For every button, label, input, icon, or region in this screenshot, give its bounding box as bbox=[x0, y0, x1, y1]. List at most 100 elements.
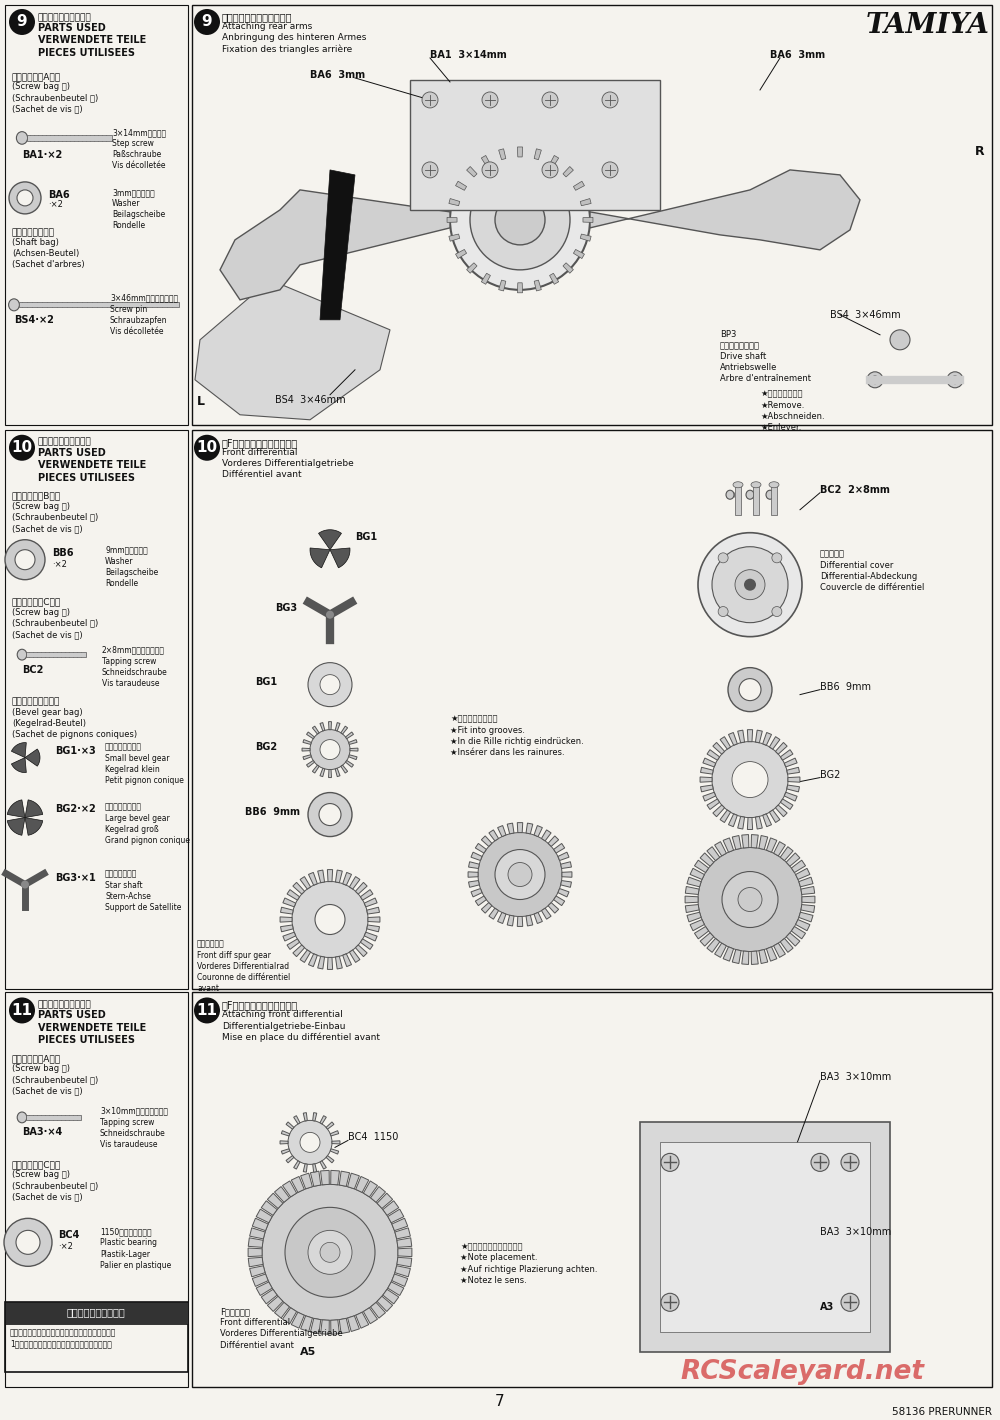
Polygon shape bbox=[780, 939, 793, 953]
Polygon shape bbox=[392, 1218, 408, 1231]
Polygon shape bbox=[481, 273, 490, 284]
Polygon shape bbox=[348, 1173, 359, 1189]
Bar bbox=[19, 302, 179, 307]
Text: (Screw bag Ⓑ)
(Schraubenbeutel Ⓑ)
(Sachet de vis Ⓑ): (Screw bag Ⓑ) (Schraubenbeutel Ⓑ) (Sache… bbox=[12, 501, 98, 532]
Text: （リヤアームの取り付け）: （リヤアームの取り付け） bbox=[222, 11, 292, 21]
Polygon shape bbox=[363, 1181, 378, 1197]
Ellipse shape bbox=[16, 132, 28, 145]
Polygon shape bbox=[780, 846, 793, 861]
Polygon shape bbox=[377, 1296, 393, 1312]
Text: BS4  3×46mm: BS4 3×46mm bbox=[830, 310, 901, 320]
Circle shape bbox=[326, 611, 334, 619]
Polygon shape bbox=[319, 530, 341, 550]
Polygon shape bbox=[312, 726, 319, 734]
Circle shape bbox=[871, 376, 879, 383]
Polygon shape bbox=[687, 912, 701, 922]
Polygon shape bbox=[541, 909, 551, 919]
Polygon shape bbox=[291, 1312, 304, 1328]
Polygon shape bbox=[261, 1201, 277, 1216]
Text: 3×46mmスクリューピン
Screw pin
Schraubzapfen
Vis décolletée: 3×46mmスクリューピン Screw pin Schraubzapfen Vi… bbox=[110, 294, 178, 337]
Text: A3: A3 bbox=[820, 1302, 834, 1312]
Polygon shape bbox=[780, 750, 793, 760]
Polygon shape bbox=[747, 818, 753, 829]
Circle shape bbox=[16, 1230, 40, 1254]
Polygon shape bbox=[335, 768, 340, 777]
Polygon shape bbox=[294, 1116, 300, 1125]
Circle shape bbox=[308, 663, 352, 707]
Polygon shape bbox=[700, 777, 712, 782]
Circle shape bbox=[308, 1230, 352, 1274]
Polygon shape bbox=[287, 889, 300, 900]
Polygon shape bbox=[558, 889, 569, 897]
Polygon shape bbox=[377, 1193, 393, 1208]
Polygon shape bbox=[11, 758, 26, 772]
Polygon shape bbox=[766, 838, 777, 852]
Polygon shape bbox=[25, 799, 43, 818]
Polygon shape bbox=[703, 758, 716, 767]
Polygon shape bbox=[330, 548, 350, 568]
Polygon shape bbox=[267, 1296, 283, 1312]
Circle shape bbox=[661, 1153, 679, 1172]
Polygon shape bbox=[796, 920, 810, 930]
Polygon shape bbox=[397, 1238, 412, 1247]
Polygon shape bbox=[363, 1308, 378, 1323]
Circle shape bbox=[194, 435, 220, 460]
Text: BB6  9mm: BB6 9mm bbox=[245, 807, 300, 816]
Polygon shape bbox=[346, 731, 353, 738]
Polygon shape bbox=[732, 835, 741, 849]
Text: BG1: BG1 bbox=[355, 531, 377, 541]
Bar bbox=[26, 652, 86, 657]
Polygon shape bbox=[256, 1210, 272, 1223]
Polygon shape bbox=[561, 880, 571, 888]
Circle shape bbox=[890, 329, 910, 349]
Text: タミヤの総合カタログ: タミヤの総合カタログ bbox=[67, 1308, 125, 1318]
Bar bbox=[660, 1142, 870, 1332]
Polygon shape bbox=[507, 916, 514, 926]
Polygon shape bbox=[360, 889, 373, 900]
Polygon shape bbox=[715, 842, 726, 856]
Text: Attaching front differential
Differentialgetriebe-Einbau
Mise en place du différ: Attaching front differential Differentia… bbox=[222, 1011, 380, 1042]
Polygon shape bbox=[388, 1210, 404, 1223]
Polygon shape bbox=[759, 835, 768, 849]
Polygon shape bbox=[291, 1176, 304, 1193]
Polygon shape bbox=[346, 761, 353, 767]
Polygon shape bbox=[348, 1316, 359, 1332]
Polygon shape bbox=[685, 886, 699, 895]
Polygon shape bbox=[580, 234, 591, 241]
Polygon shape bbox=[308, 872, 317, 885]
Polygon shape bbox=[248, 1257, 263, 1267]
Text: BC2  2×8mm: BC2 2×8mm bbox=[820, 484, 890, 494]
Text: Attaching rear arms
Anbringung des hinteren Armes
Fixation des triangles arrière: Attaching rear arms Anbringung des hinte… bbox=[222, 21, 366, 54]
Polygon shape bbox=[283, 897, 296, 907]
Text: （ビス袋詰（C））: （ビス袋詰（C）） bbox=[12, 1160, 61, 1170]
Polygon shape bbox=[388, 1282, 404, 1295]
Text: BG3: BG3 bbox=[275, 602, 297, 612]
Circle shape bbox=[542, 162, 558, 178]
Polygon shape bbox=[469, 862, 479, 869]
Text: （使用する小物金具）: （使用する小物金具） bbox=[38, 1001, 92, 1010]
Text: BA3  3×10mm: BA3 3×10mm bbox=[820, 1227, 891, 1237]
Circle shape bbox=[482, 162, 498, 178]
Polygon shape bbox=[356, 1312, 369, 1328]
Polygon shape bbox=[759, 950, 768, 964]
Text: （Fデフギヤーの取り付け）: （Fデフギヤーの取り付け） bbox=[222, 1001, 298, 1011]
Text: 2×8mmタッピングピス
Tapping screw
Schneidschraube
Vis taraudeuse: 2×8mmタッピングピス Tapping screw Schneidschrau… bbox=[102, 646, 168, 687]
Polygon shape bbox=[11, 743, 26, 758]
Polygon shape bbox=[791, 861, 806, 872]
Polygon shape bbox=[554, 843, 565, 853]
Text: 9: 9 bbox=[202, 14, 212, 30]
Polygon shape bbox=[286, 1156, 294, 1163]
Text: BG2·×2: BG2·×2 bbox=[55, 804, 96, 814]
Polygon shape bbox=[349, 740, 357, 744]
Text: （Fデフギヤーのくみたて）: （Fデフギヤーのくみたて） bbox=[222, 437, 298, 447]
Polygon shape bbox=[713, 805, 725, 816]
Polygon shape bbox=[329, 721, 331, 730]
Polygon shape bbox=[329, 770, 331, 778]
Circle shape bbox=[744, 579, 756, 591]
Circle shape bbox=[9, 9, 35, 36]
Polygon shape bbox=[769, 809, 780, 822]
Polygon shape bbox=[489, 829, 499, 841]
Text: ベベルギア（小）
Small bevel gear
Kegelrad klein
Petit pignon conique: ベベルギア（小） Small bevel gear Kegelrad klein… bbox=[105, 743, 184, 785]
Polygon shape bbox=[321, 1319, 329, 1335]
Circle shape bbox=[739, 679, 761, 700]
